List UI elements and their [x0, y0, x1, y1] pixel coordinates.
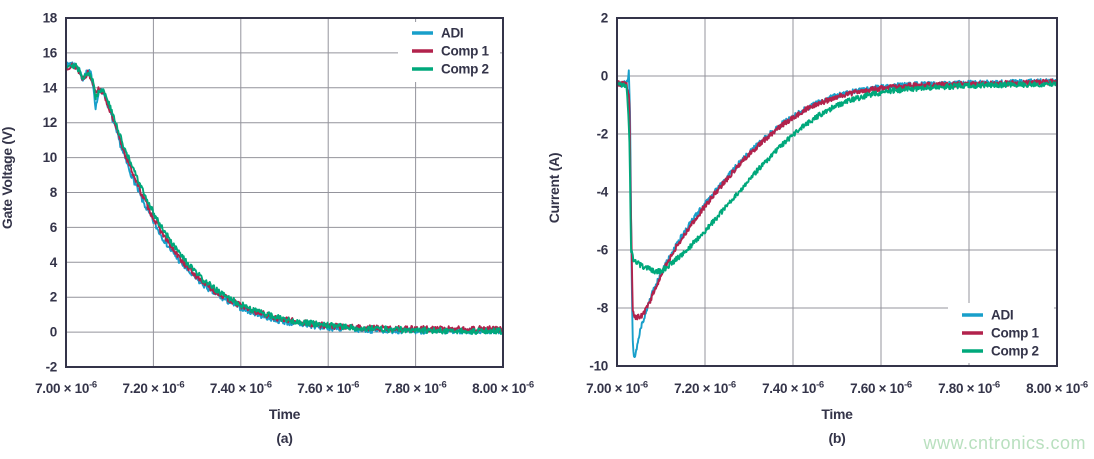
x-tick-label: 7.80 × 10-6 [938, 380, 1000, 397]
x-tick-label: 7.60 × 10-6 [850, 380, 912, 397]
x-axis-title-a: Time [269, 406, 301, 422]
y-axis-title-a: Gate Voltage (V) [0, 127, 15, 229]
legend-label: Comp 1 [991, 326, 1039, 341]
caption-a: (a) [276, 430, 292, 446]
plot-frame-a [65, 17, 504, 368]
y-tick-label: 2 [50, 290, 57, 305]
y-tick-label: 0 [601, 69, 608, 84]
y-tick-label: 14 [43, 80, 58, 95]
legend-b: ADI Comp 1 Comp 2 [948, 303, 1054, 363]
series-comp-2 [66, 62, 503, 336]
x-tick-label: 7.40 × 10-6 [762, 380, 824, 397]
x-tick-label: 7.60 × 10-6 [297, 380, 359, 397]
y-tick-label: -2 [597, 127, 608, 142]
x-tick-label: 7.00 × 10-6 [586, 380, 648, 397]
y-tick-label: -4 [597, 185, 609, 200]
x-tick-label: 8.00 × 10-6 [1026, 380, 1088, 397]
chart-a-gate-voltage: ADI Comp 1 Comp 2 18 16 14 12 10 8 6 4 2 0 -2 7.00 × 1… [0, 11, 534, 447]
y-tick-label: 6 [50, 220, 58, 235]
legend-label: ADI [991, 308, 1013, 323]
plot-frame-b [616, 17, 1058, 367]
caption-b: (b) [829, 430, 846, 446]
legend-label: Comp 2 [991, 344, 1039, 359]
y-tick-label: 0 [50, 325, 57, 340]
x-tick-label: 7.20 × 10-6 [674, 380, 736, 397]
y-tick-label: -8 [597, 301, 609, 316]
grid-a [66, 18, 503, 367]
y-tick-label: 4 [50, 255, 58, 270]
series-comp-2 [617, 79, 1057, 275]
y-tick-label: 12 [43, 115, 57, 130]
series-group-b [617, 69, 1057, 359]
grid-b [617, 18, 1057, 366]
legend-a: ADI Comp 1 Comp 2 [398, 22, 500, 82]
y-axis-title-b: Current (A) [547, 153, 562, 224]
series-comp-1 [66, 62, 503, 333]
x-tick-label: 7.00 × 10-6 [35, 380, 97, 397]
y-tick-label: -6 [597, 243, 609, 258]
chart-b-current: ADI Comp 1 Comp 2 2 0 -2 -4 -6 -8 -10 7.00 × 10-6 7… [547, 11, 1088, 447]
y-tick-label: -2 [46, 360, 57, 375]
x-tick-label: 7.80 × 10-6 [385, 380, 447, 397]
y-tick-label: -10 [589, 359, 608, 374]
x-tick-label: 8.00 × 10-6 [472, 380, 534, 397]
legend-label: ADI [441, 26, 463, 41]
y-tick-label: 16 [43, 45, 58, 60]
series-comp-1 [617, 78, 1057, 321]
x-tick-label: 7.40 × 10-6 [210, 380, 272, 397]
series-group-a [66, 61, 503, 336]
y-tick-label: 2 [601, 11, 608, 26]
legend-label: Comp 2 [441, 62, 489, 77]
x-axis-title-b: Time [821, 406, 853, 422]
y-tick-label: 18 [43, 11, 58, 26]
watermark: www.cntronics.com [923, 433, 1086, 453]
y-tick-label: 10 [43, 150, 57, 165]
legend-label: Comp 1 [441, 44, 489, 59]
y-tick-label: 8 [50, 185, 58, 200]
x-tick-label: 7.20 × 10-6 [122, 380, 184, 397]
series-adi [66, 61, 503, 335]
